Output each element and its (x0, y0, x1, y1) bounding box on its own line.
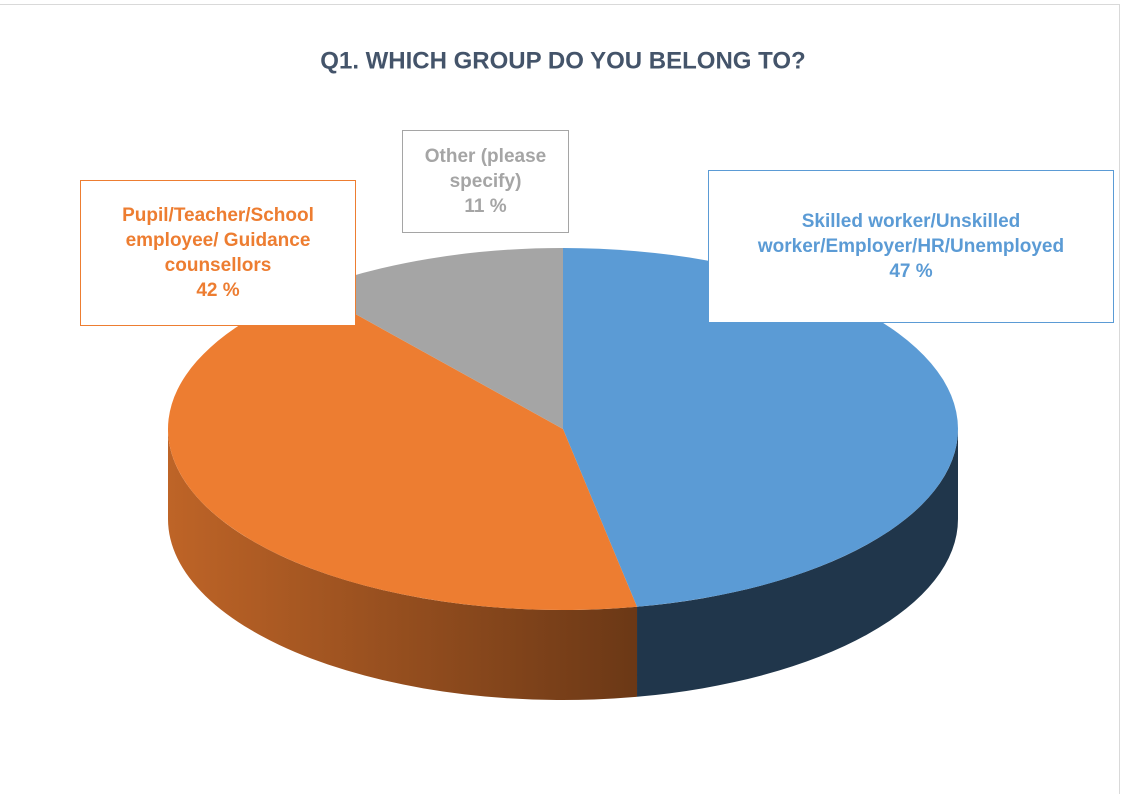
data-label: Skilled worker/Unskilled worker/Employer… (708, 170, 1114, 323)
chart-frame (0, 4, 1120, 794)
data-label: Pupil/Teacher/School employee/ Guidance … (80, 180, 356, 326)
pie-slice (311, 248, 563, 429)
label-value: 47 % (889, 261, 933, 282)
pie-side (168, 429, 638, 701)
label-category: Pupil/Teacher/School employee/ Guidance … (122, 205, 314, 276)
pie-side (637, 429, 959, 697)
label-category: Other (please specify) (424, 146, 547, 192)
label-value: 42 % (196, 280, 240, 301)
label-category: Skilled worker/Unskilled worker/Employer… (757, 211, 1065, 257)
label-value: 11 % (464, 196, 507, 217)
chart-title: Q1. WHICH GROUP DO YOU BELONG TO? (320, 47, 805, 74)
pie-slice (563, 248, 959, 607)
data-label: Other (please specify) 11 % (402, 130, 569, 233)
pie-slice (167, 289, 638, 610)
